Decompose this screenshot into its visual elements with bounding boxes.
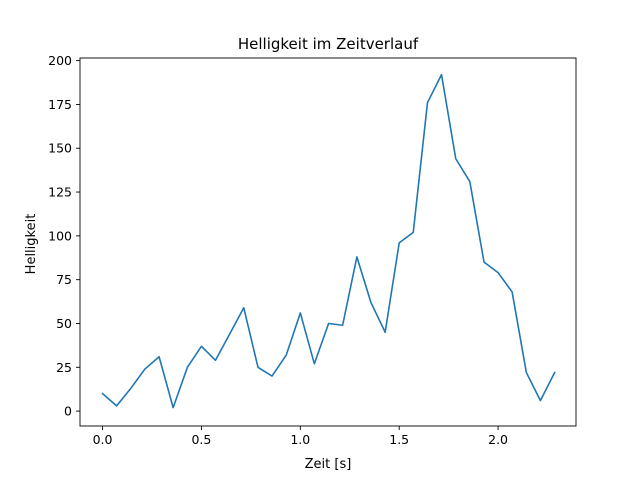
chart-title: Helligkeit im Zeitverlauf xyxy=(238,35,419,53)
y-tick-label: 50 xyxy=(56,316,72,331)
axes-frame xyxy=(79,57,577,427)
y-tick-label: 0 xyxy=(64,404,72,419)
plot-area: 0.0 0.5 1.0 1.5 2.0 0 25 50 75 100 125 150 175 200 xyxy=(48,53,577,447)
x-tick-label: 0.0 xyxy=(93,432,113,447)
x-tick-label: 0.5 xyxy=(191,432,211,447)
y-tick-label: 25 xyxy=(56,360,72,375)
y-axis-label: Helligkeit xyxy=(24,214,39,275)
x-tick-label: 1.0 xyxy=(290,432,310,447)
y-tick-label: 175 xyxy=(48,97,72,112)
x-tick-label: 1.5 xyxy=(389,432,409,447)
x-axis-label: Zeit [s] xyxy=(305,457,352,472)
y-tick-label: 150 xyxy=(48,141,72,156)
y-tick-label: 125 xyxy=(48,185,72,200)
y-tick-label: 100 xyxy=(48,228,72,243)
y-tick-label: 200 xyxy=(48,53,72,68)
y-tick-label: 75 xyxy=(56,272,72,287)
x-tick-label: 2.0 xyxy=(488,432,508,447)
series-line-0 xyxy=(101,73,556,409)
